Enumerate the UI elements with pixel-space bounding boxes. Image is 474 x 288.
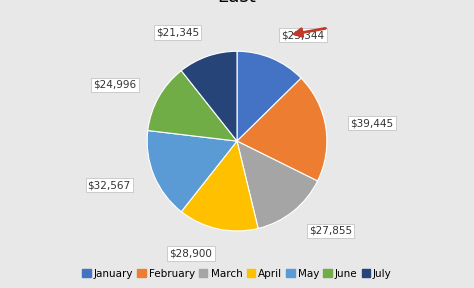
Wedge shape: [147, 130, 237, 212]
Wedge shape: [148, 71, 237, 141]
Wedge shape: [182, 141, 258, 231]
Text: $21,345: $21,345: [156, 27, 199, 37]
Wedge shape: [237, 78, 327, 181]
Text: $32,567: $32,567: [88, 180, 131, 190]
Wedge shape: [181, 51, 237, 141]
Text: $28,900: $28,900: [170, 249, 212, 259]
Legend: January, February, March, April, May, June, July: January, February, March, April, May, Ju…: [78, 264, 396, 283]
Text: $25,344: $25,344: [282, 30, 325, 40]
Text: $27,855: $27,855: [309, 226, 352, 236]
Wedge shape: [237, 51, 301, 141]
Wedge shape: [237, 141, 318, 228]
Text: $24,996: $24,996: [93, 80, 137, 90]
Title: East: East: [218, 0, 256, 7]
Text: $39,445: $39,445: [351, 118, 394, 128]
